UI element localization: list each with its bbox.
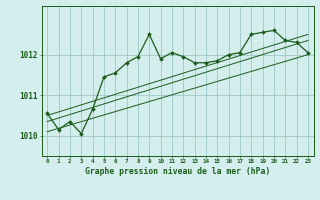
X-axis label: Graphe pression niveau de la mer (hPa): Graphe pression niveau de la mer (hPa)	[85, 167, 270, 176]
